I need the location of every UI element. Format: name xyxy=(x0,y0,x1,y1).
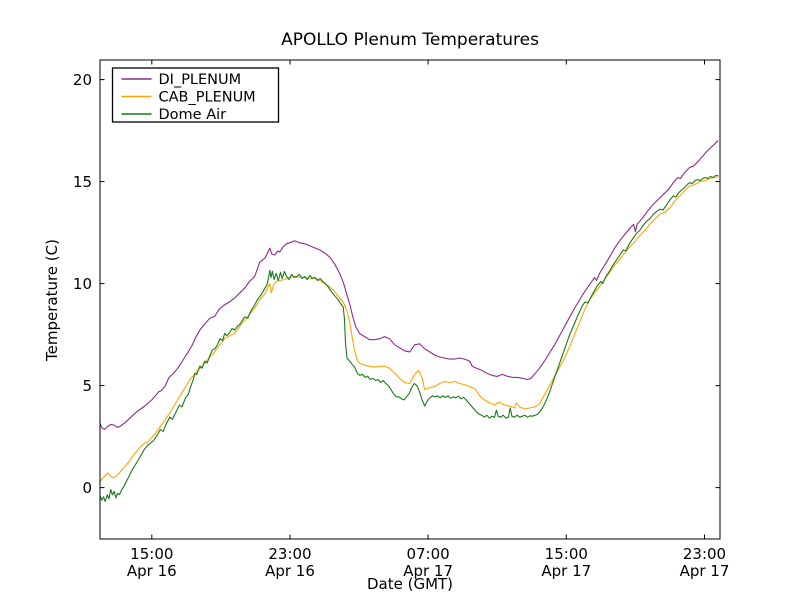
y-axis-label: Temperature (C) xyxy=(43,239,61,362)
x-tick-labels: 15:00 Apr 16 23:00 Apr 16 07:00 Apr 17 15:00 Ap… xyxy=(127,545,730,580)
plot-series xyxy=(99,140,719,503)
x-tick-label: 15:00 Apr 17 xyxy=(541,545,591,580)
series-line-di-plenum xyxy=(99,140,719,431)
legend-label: Dome Air xyxy=(159,107,227,123)
axis-ticks xyxy=(100,60,720,539)
x-axis-label: Date (GMT) xyxy=(367,575,453,593)
y-tick-label: 15 xyxy=(73,173,92,191)
x-tick-label: 07:00 Apr 17 xyxy=(403,545,453,580)
y-tick-label: 5 xyxy=(82,377,92,395)
x-tick-label: 23:00 Apr 17 xyxy=(680,545,730,580)
x-tick-label: 23:00 Apr 16 xyxy=(265,545,315,580)
legend-label: DI_PLENUM xyxy=(159,72,242,88)
y-tick-label: 10 xyxy=(73,275,92,293)
y-tick-label: 20 xyxy=(73,71,92,89)
y-tick-labels: 0 5 10 15 20 xyxy=(73,71,92,497)
legend-box xyxy=(111,67,280,123)
chart-title: APOLLO Plenum Temperatures xyxy=(281,30,539,50)
y-tick-label: 0 xyxy=(82,479,92,497)
plot-frame xyxy=(99,59,721,540)
legend-label: CAB_PLENUM xyxy=(159,90,256,106)
series-line-dome-air xyxy=(99,174,719,503)
x-tick-label: 15:00 Apr 16 xyxy=(127,545,177,580)
